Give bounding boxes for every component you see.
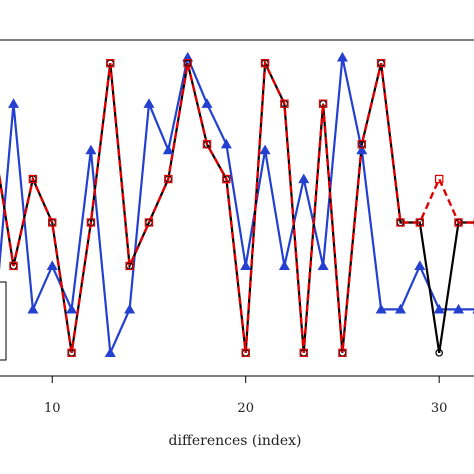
legend-box (0, 281, 7, 361)
series-2-point-13 (240, 260, 252, 271)
series-2-point-8 (143, 98, 155, 108)
series-1-point-22 (415, 218, 425, 227)
series-2-point-18 (336, 51, 348, 62)
series-2-point-5 (85, 144, 97, 155)
series-2-point-15 (278, 260, 290, 271)
series-1-point-12 (222, 174, 231, 184)
series-1-point-5 (86, 218, 96, 227)
series-2-point-21 (394, 303, 406, 314)
series-1-point-7 (125, 261, 134, 271)
series-2-point-11 (201, 98, 213, 108)
series-2-point-3 (46, 260, 58, 271)
series-1-point-19 (357, 140, 366, 149)
series-1-point-14 (260, 58, 270, 68)
series-2-point-16 (298, 173, 310, 184)
series-2-point-23 (433, 303, 445, 314)
series-1-point-20 (376, 58, 386, 68)
series-2-point-24 (453, 303, 465, 314)
series-1-point-3 (48, 218, 57, 227)
series-1-point-17 (318, 99, 328, 108)
series-2-point-22 (414, 260, 426, 271)
series-1-point-16 (299, 348, 308, 358)
series-1-point-4 (67, 348, 76, 358)
series-1-point-11 (202, 140, 212, 149)
series-2-point-2 (27, 303, 39, 314)
series-1-point-8 (144, 218, 154, 227)
series-1-point-13 (241, 348, 250, 358)
series-line-2 (0, 53, 474, 358)
x-axis-label: differences (index) (169, 433, 302, 449)
series-1-point-18 (338, 348, 347, 358)
series-2-point-14 (259, 144, 271, 155)
series-1-point-15 (280, 99, 289, 108)
series-2-point-9 (162, 144, 174, 155)
series-line-1 (0, 58, 474, 353)
series-1-point-23 (434, 174, 444, 184)
plot-frame (0, 39, 474, 377)
series-2-point-20 (375, 303, 387, 314)
x-tick-label-30: 30 (431, 401, 448, 416)
x-tick-label-10: 10 (44, 401, 61, 416)
x-tick-label-20: 20 (237, 401, 254, 416)
series-2-point-12 (220, 138, 232, 149)
series-2-point-17 (317, 260, 329, 271)
series-0-point-23 (435, 349, 443, 357)
series-1-point-9 (164, 174, 173, 184)
series-1-point-21 (396, 218, 405, 227)
series-1-point-1 (9, 261, 18, 271)
series-2-point-1 (8, 98, 20, 108)
series-2-point-6 (104, 347, 116, 357)
series-1-point-10 (183, 58, 192, 68)
series-1-point-2 (28, 174, 38, 184)
series-1-point-6 (106, 58, 115, 68)
series-2-point-7 (124, 303, 136, 314)
series-1-point-24 (454, 218, 463, 227)
series-2-point-4 (66, 303, 78, 314)
series-2-point-19 (356, 144, 368, 155)
